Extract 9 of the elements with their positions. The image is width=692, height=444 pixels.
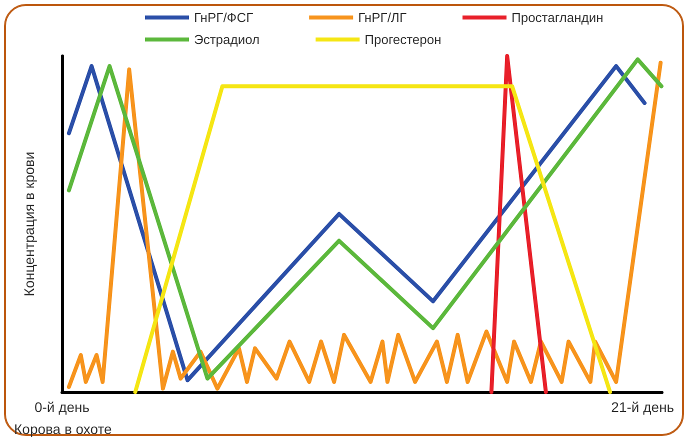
- legend-label: ГнРГ/ЛГ: [358, 10, 407, 25]
- text: Корова в охоте: [14, 421, 112, 437]
- y-axis-title: Концентрация в крови: [21, 152, 37, 296]
- legend-label: Простагландин: [512, 10, 604, 25]
- legend-label: ГнРГ/ФСГ: [194, 10, 254, 25]
- legend-label: Прогестерон: [364, 32, 442, 47]
- x-tick-label: 0-й день: [34, 399, 90, 415]
- x-tick-label: 21-й день: [611, 399, 674, 415]
- legend-label: Эстрадиол: [194, 32, 260, 47]
